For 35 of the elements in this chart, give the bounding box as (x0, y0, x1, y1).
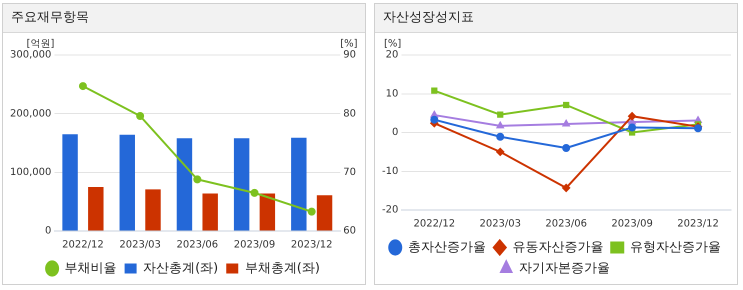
x-tick-label: 2023/06 (176, 240, 218, 251)
legend-label: 자산총계(좌) (143, 260, 218, 276)
legend-label: 총자산증가율 (408, 240, 486, 255)
legend-label: 자기자본증가율 (518, 260, 610, 276)
x-tick-label: 2023/09 (234, 240, 276, 251)
y2-tick-label: 60 (343, 226, 356, 237)
y-tick-label: 300,000 (10, 50, 52, 61)
x-tick-label: 2022/12 (62, 240, 104, 251)
legend-label: 유형자산증가율 (630, 240, 721, 255)
x-tick-label: 2023/12 (677, 218, 719, 230)
y-tick-label: 200,000 (10, 108, 52, 120)
x-tick-label: 2023/12 (290, 240, 332, 251)
y-tick-label: 10 (386, 88, 398, 100)
y2-tick-label: 80 (343, 108, 356, 120)
x-tick-label: 2023/09 (611, 218, 653, 230)
y-axis-title: [%] (384, 38, 402, 50)
y-tick-label: 100,000 (10, 166, 52, 178)
y2-axis-title: [%] (340, 38, 358, 50)
y-tick-label: 0 (392, 127, 398, 138)
chart-title: 주요재무항목 (3, 4, 365, 33)
y-tick-label: 20 (386, 50, 398, 61)
y2-tick-label: 90 (343, 50, 356, 61)
y-axis-title: [억원] (26, 38, 54, 50)
y-tick-label: -10 (382, 166, 398, 177)
y2-tick-label: 70 (343, 166, 356, 178)
y-tick-label: -20 (382, 204, 398, 216)
legend-label: 부채비율 (64, 260, 117, 276)
x-tick-label: 2023/03 (119, 240, 161, 251)
legend-label: 유동자산증가율 (512, 240, 604, 255)
x-tick-label: 2023/06 (545, 218, 587, 230)
y-tick-label: 0 (44, 226, 52, 237)
x-tick-label: 2023/03 (479, 218, 522, 230)
legend-label: 부채총계(좌) (244, 260, 320, 276)
chart-title: 자산성장성지표 (375, 4, 737, 33)
x-tick-label: 2022/12 (414, 218, 456, 230)
